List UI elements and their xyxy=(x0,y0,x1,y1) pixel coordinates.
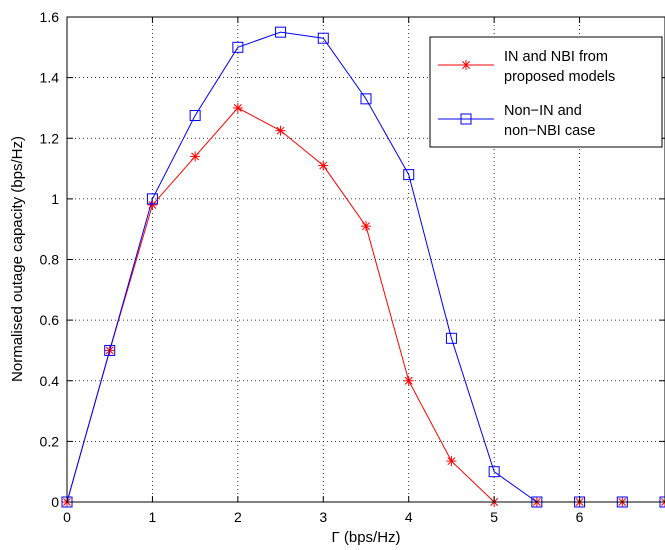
x-tick-label: 4 xyxy=(405,509,413,525)
series-1-point xyxy=(275,125,286,136)
legend: IN and NBI from proposed models Non−IN and… xyxy=(429,36,663,148)
series-2-point xyxy=(104,344,116,356)
y-tick-label: 0.6 xyxy=(40,312,60,328)
legend-marker-1 xyxy=(461,60,471,70)
x-tick-label: 1 xyxy=(149,509,157,525)
series-2-point xyxy=(445,332,457,344)
y-tick-label: 0.4 xyxy=(40,373,60,389)
y-axis-label: Normalised outage capacity (bps/Hz) xyxy=(9,136,26,382)
series-2-point xyxy=(232,41,244,53)
series-1-point xyxy=(190,151,201,162)
series-2-point xyxy=(146,193,158,205)
legend-label-1: IN and NBI from xyxy=(504,49,608,65)
x-axis-label: Γ (bps/Hz) xyxy=(331,529,400,546)
series-2-point xyxy=(360,93,372,105)
y-tick-label: 0.2 xyxy=(40,433,60,449)
x-tick-label: 6 xyxy=(576,509,584,525)
x-tick-label: 3 xyxy=(319,509,327,525)
x-tick-label: 2 xyxy=(234,509,242,525)
y-tick-label: 1.2 xyxy=(40,130,60,146)
series-1-point xyxy=(361,221,371,232)
series-2-point xyxy=(189,110,201,122)
series-2-point xyxy=(317,32,329,44)
series-1-point xyxy=(232,102,243,113)
y-tick-label: 0.8 xyxy=(40,252,60,268)
legend-label-2: non−NBI case xyxy=(504,123,596,139)
series-2-point xyxy=(275,26,287,38)
legend-box xyxy=(429,36,663,148)
legend-label-2: Non−IN and xyxy=(504,103,582,119)
legend-marker-2 xyxy=(460,113,472,125)
series-1-point xyxy=(147,199,158,210)
y-tick-label: 1.6 xyxy=(40,9,60,25)
legend-label-1: proposed models xyxy=(504,69,615,85)
y-tick-label: 0 xyxy=(51,494,59,510)
series-2-point xyxy=(488,466,500,478)
series-1-point xyxy=(403,375,414,386)
y-tick-label: 1 xyxy=(51,191,59,207)
x-tick-label: 5 xyxy=(490,509,498,525)
x-tick-label: 0 xyxy=(63,509,71,525)
series-2-point xyxy=(403,169,415,181)
series-1-point xyxy=(318,160,329,171)
y-tick-label: 1.4 xyxy=(40,70,60,86)
series-1-point xyxy=(446,456,457,467)
